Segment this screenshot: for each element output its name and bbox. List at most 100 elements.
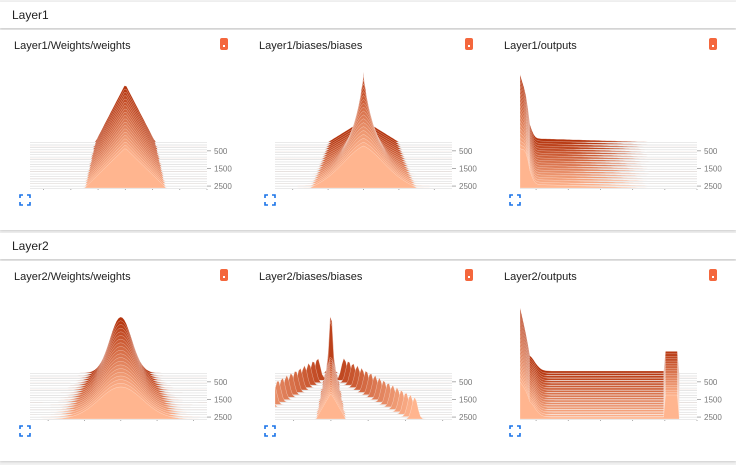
histogram-slice [274, 373, 453, 398]
card-menu-button[interactable] [709, 269, 717, 281]
histogram-slice [519, 140, 698, 184]
step-tick-label: 1500 [214, 395, 232, 404]
histogram-slice [274, 384, 453, 410]
histogram-chart: -0.6-0.4-0.20.00.20.40.650015002500 [29, 85, 232, 190]
card-menu-button[interactable] [465, 269, 473, 281]
histogram-slice [274, 391, 453, 417]
step-tick-label: 2500 [704, 182, 722, 190]
histogram-slice [519, 132, 698, 179]
fullscreen-expand-icon[interactable] [509, 425, 521, 437]
step-tick-label: 500 [704, 378, 718, 387]
step-tick-label: 2500 [214, 413, 232, 421]
step-tick-label: 2500 [704, 413, 722, 421]
card-title: Layer1/biases/biases [259, 40, 363, 52]
histogram-slice [519, 315, 698, 379]
histogram-slice [519, 97, 698, 157]
histogram-card: Layer1/biases/biases -0.4-0.20.00.20.450… [245, 30, 490, 230]
histogram-chart: -0.40.00.40.81.250015002500 [274, 316, 477, 421]
histogram-slice [274, 368, 453, 393]
histogram-slice [274, 377, 453, 403]
histogram-slice [519, 144, 698, 186]
histogram-slice [519, 327, 698, 386]
histogram-slice [274, 321, 453, 379]
histogram-slice [519, 311, 698, 376]
step-tick-label: 500 [214, 378, 228, 387]
histogram-slice [519, 323, 698, 383]
histogram-slice [519, 136, 698, 181]
histogram-slice [519, 381, 697, 420]
step-tick-label: 1500 [459, 164, 477, 173]
histogram-slice [519, 319, 698, 381]
fullscreen-expand-icon[interactable] [264, 194, 276, 206]
card-title: Layer2/outputs [504, 271, 577, 283]
step-tick-label: 500 [704, 147, 718, 156]
histogram-slice [519, 334, 698, 391]
section-header-layer1[interactable]: Layer1 [0, 2, 736, 28]
step-tick-label: 1500 [704, 395, 722, 404]
histogram-slice [30, 386, 207, 420]
step-tick-label: 500 [459, 147, 473, 156]
histogram-slice [274, 380, 453, 405]
histogram-slice [519, 116, 698, 169]
histogram-slice [519, 338, 698, 393]
histogram-slice [275, 145, 452, 189]
histogram-slice [519, 148, 697, 189]
step-tick-label: 2500 [459, 413, 477, 421]
histogram-card: Layer2/biases/biases -0.40.00.40.81.2500… [245, 261, 490, 461]
histogram-slice [274, 319, 453, 376]
step-tick-label: 1500 [214, 164, 232, 173]
card-title: Layer1/outputs [504, 40, 577, 52]
step-tick-label: 2500 [214, 182, 232, 190]
card-menu-button[interactable] [220, 38, 228, 50]
histogram-slice [275, 316, 452, 374]
histogram-chart: 135791150015002500 [519, 74, 722, 190]
card-menu-button[interactable] [220, 269, 228, 281]
histogram-slice [274, 375, 453, 400]
section-body-layer1: Layer1/Weights/weights -0.6-0.4-0.20.00.… [0, 30, 736, 230]
histogram-slice [519, 105, 698, 162]
histogram-card: Layer1/outputs 135791150015002500 [490, 30, 735, 230]
histogram-card: Layer2/Weights/weights -0.8-0.40.00.40.8… [0, 261, 245, 461]
card-menu-button[interactable] [709, 38, 717, 50]
step-tick-label: 1500 [459, 395, 477, 404]
step-tick-label: 500 [214, 147, 228, 156]
section-header-layer2[interactable]: Layer2 [0, 233, 736, 259]
histogram-slice [519, 89, 698, 152]
step-tick-label: 2500 [459, 182, 477, 190]
histogram-slice [519, 93, 698, 155]
histogram-slice [519, 101, 698, 160]
histogram-slice [519, 109, 698, 164]
section-title: Layer1 [12, 8, 49, 22]
step-tick-label: 500 [459, 378, 473, 387]
histogram-slice [274, 370, 453, 395]
histogram-slice [274, 387, 453, 412]
fullscreen-expand-icon[interactable] [19, 425, 31, 437]
histogram-slice [519, 74, 697, 143]
histogram-chart: -0.8-0.40.00.40.850015002500 [29, 316, 232, 421]
histogram-card: Layer1/Weights/weights -0.6-0.4-0.20.00.… [0, 30, 245, 230]
fullscreen-expand-icon[interactable] [19, 194, 31, 206]
histogram-slice [519, 124, 698, 174]
card-menu-button[interactable] [465, 38, 473, 50]
fullscreen-expand-icon[interactable] [509, 194, 521, 206]
card-title: Layer2/Weights/weights [14, 271, 131, 283]
histogram-slice [519, 330, 698, 388]
histogram-slice [519, 112, 698, 167]
histogram-chart: 0.10.30.50.70.91.150015002500 [519, 307, 722, 421]
histogram-slice [519, 120, 698, 172]
fullscreen-expand-icon[interactable] [264, 425, 276, 437]
histogram-slice [519, 128, 698, 177]
histogram-slice [275, 394, 452, 420]
histogram-card: Layer2/outputs 0.10.30.50.70.91.15001500… [490, 261, 735, 461]
histogram-slice [519, 82, 698, 148]
histogram-slice [30, 148, 207, 189]
step-tick-label: 1500 [704, 164, 722, 173]
histogram-slice [519, 342, 698, 395]
histogram-chart: -0.4-0.20.00.20.450015002500 [274, 71, 477, 190]
histogram-slice [519, 78, 698, 145]
section-body-layer2: Layer2/Weights/weights -0.8-0.40.00.40.8… [0, 261, 736, 461]
histogram-slice [519, 86, 698, 150]
card-title: Layer1/Weights/weights [14, 40, 131, 52]
section-title: Layer2 [12, 239, 49, 253]
card-title: Layer2/biases/biases [259, 271, 363, 283]
